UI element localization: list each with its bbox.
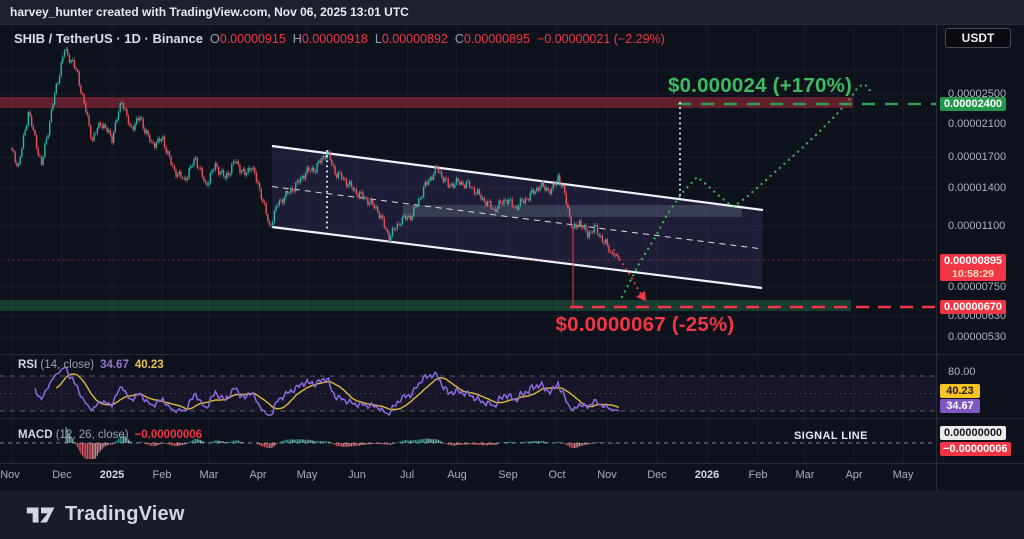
target-up-label: $0.000024 (+170%) — [667, 74, 853, 97]
candlesticks — [11, 46, 620, 261]
price-scale-label: 0.00001100 — [948, 220, 1006, 232]
rsi-value: 34.67 — [100, 359, 129, 371]
zones — [0, 97, 853, 311]
channel-upper-line — [271, 144, 764, 212]
symbol-legend[interactable]: SHIB / TetherUS · 1D · Binance O0.000009… — [14, 31, 665, 46]
rsi-ma-badge: 40.23 — [940, 384, 980, 398]
drawings[interactable] — [0, 82, 940, 444]
current-price-badge: 0.00000895 10:58:29 — [940, 254, 1006, 281]
rsi-params: (14, close) — [40, 359, 95, 371]
time-axis-month-label: Nov — [597, 469, 617, 481]
resistance-zone — [0, 97, 853, 108]
macd-value-badge: −0.00000006 — [940, 442, 1011, 456]
price-scale-label: 0.00001400 — [948, 182, 1007, 194]
macd-params: (12, 26, close) — [55, 429, 129, 441]
rsi-line — [34, 366, 620, 417]
macd-title: MACD — [18, 429, 53, 441]
price-scale-label: 0.00000530 — [948, 331, 1007, 343]
symbol-title[interactable]: SHIB / TetherUS · 1D · Binance — [14, 31, 204, 46]
time-axis-month-label: Feb — [748, 469, 768, 481]
price-scale-label: 0.00002100 — [948, 118, 1007, 130]
ohlc-item: H0.00000918 — [292, 32, 368, 46]
descending-channel[interactable] — [271, 144, 764, 290]
channel-lower-line — [271, 225, 763, 290]
time-axis-month-label: Apr — [249, 469, 267, 481]
rsi-value-badge: 34.67 — [940, 399, 980, 413]
time-axis-month-label: Aug — [447, 469, 467, 481]
footer-bar: TradingView — [0, 490, 1024, 539]
macd-value: −0.00000006 — [134, 429, 203, 441]
change-value: −0.00000021 (−2.29%) — [536, 32, 665, 46]
price-badge-target-down: 0.00000670 — [940, 300, 1006, 314]
support-zone — [0, 300, 851, 311]
mid-supply-zone — [403, 205, 742, 217]
time-axis-month-label: May — [296, 469, 318, 481]
currency-toggle-button[interactable]: USDT — [945, 28, 1011, 48]
target-down-label: $0.0000067 (-25%) — [555, 313, 735, 336]
time-axis-month-label: Oct — [548, 469, 566, 481]
bearish-projection-path — [613, 249, 644, 298]
macd-legend[interactable]: MACD (12, 26, close) −0.00000006 — [18, 429, 202, 441]
attribution-bar: harvey_hunter created with TradingView.c… — [0, 0, 1024, 25]
rsi-title: RSI — [18, 359, 38, 371]
price-scale-label: 0.00000750 — [948, 281, 1007, 293]
time-axis-month-label: Apr — [845, 469, 863, 481]
time-axis-month-label: Mar — [199, 469, 219, 481]
tradingview-logo-icon — [26, 507, 55, 522]
time-axis-month-label: Dec — [647, 469, 667, 481]
ohlc-item: O0.00000915 — [210, 32, 286, 46]
time-axis-month-label: Dec — [52, 469, 72, 481]
attribution-text: harvey_hunter created with TradingView.c… — [10, 5, 409, 19]
tradingview-logo-text: TradingView — [65, 503, 185, 525]
time-axis-month-label: Feb — [152, 469, 172, 481]
time-axis-month-label: May — [892, 469, 914, 481]
price-scale-label: 0.00001700 — [948, 151, 1007, 163]
rsi-legend[interactable]: RSI (14, close) 34.67 40.23 — [18, 359, 164, 371]
channel-fill — [272, 146, 763, 288]
time-axis-month-label: Nov — [0, 469, 20, 481]
signal-line-label: SIGNAL LINE — [789, 430, 873, 442]
ohlc-item: C0.00000895 — [454, 32, 530, 46]
panel-separators — [0, 25, 1024, 490]
bearish-arrowhead — [636, 291, 646, 301]
rsi-ma-value: 40.23 — [134, 359, 164, 371]
time-axis-month-label: Jul — [399, 469, 415, 481]
rsi-ma-line — [55, 373, 620, 411]
channel-midline — [271, 186, 763, 250]
time-axis-month-label: Sep — [498, 469, 518, 481]
time-axis-month-label: Jun — [348, 469, 366, 481]
price-badge-target-up: 0.00002400 — [940, 97, 1006, 111]
bullish-projection-path — [620, 82, 873, 299]
time-axis-year-label: 2025 — [99, 469, 125, 481]
ohlc-values: O0.00000915 H0.00000918 L0.00000892 C0.0000… — [210, 32, 530, 46]
indicator-plots — [0, 366, 936, 459]
price-scale-label: 80.00 — [948, 366, 976, 378]
time-axis-month-label: Mar — [795, 469, 815, 481]
signal-line-badge: 0.00000000 — [940, 426, 1006, 440]
ohlc-item: L0.00000892 — [374, 32, 448, 46]
time-axis-year-label: 2026 — [694, 469, 720, 481]
